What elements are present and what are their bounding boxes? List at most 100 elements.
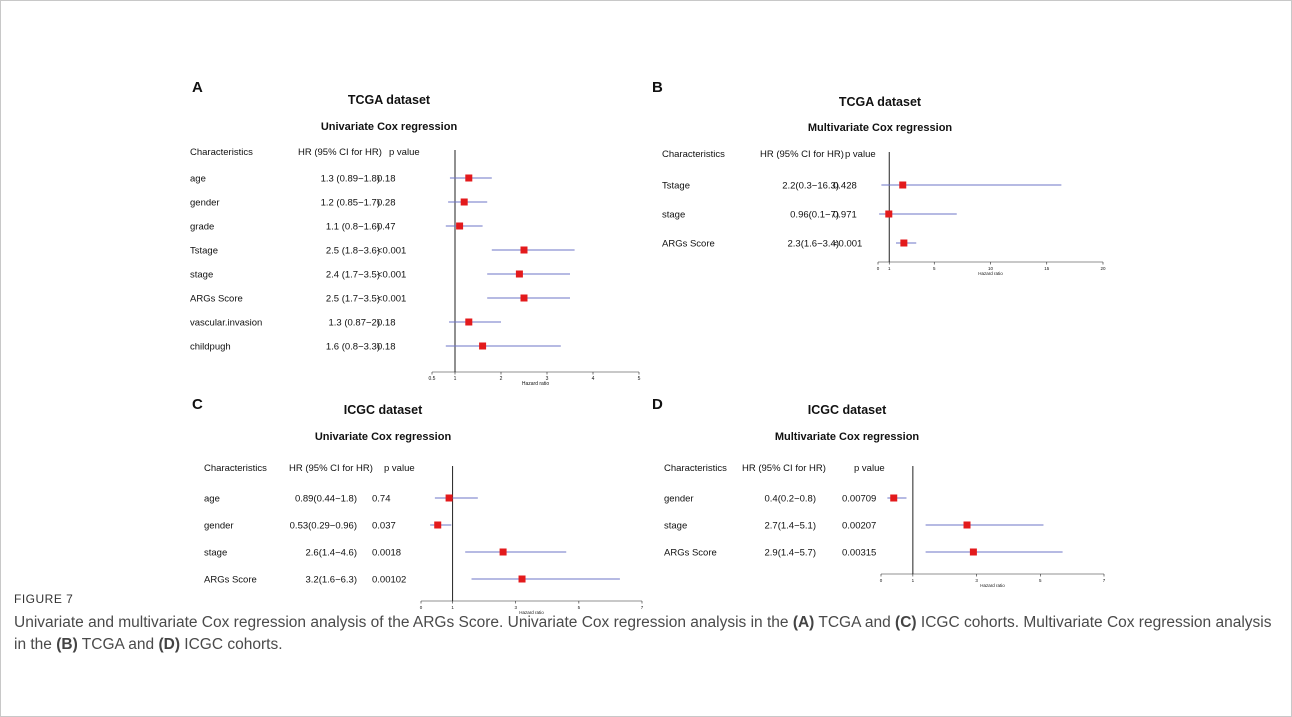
hr-point [499, 548, 507, 556]
panel-letter: B [652, 79, 663, 96]
x-tick-label: 0 [877, 266, 880, 271]
caption-panel-ref: (C) [895, 614, 917, 631]
caption-segment: Univariate and multivariate Cox regressi… [14, 614, 793, 631]
hr-point [479, 342, 487, 350]
x-tick-label: 0 [420, 605, 423, 610]
hr-point [969, 548, 977, 556]
panel-letter: A [192, 79, 203, 96]
row-label: gender [204, 521, 234, 532]
caption-segment: ICGC cohorts. [180, 636, 283, 653]
x-tick-label: 3 [514, 605, 517, 610]
forest-plot-c: C ICGC dataset Univariate Cox regression Ch… [192, 396, 644, 615]
p-value-text: 0.0018 [372, 548, 401, 559]
chart-title: TCGA dataset [348, 93, 431, 107]
x-tick-label: 15 [1044, 266, 1050, 271]
forest-panel-a: A TCGA dataset Univariate Cox regression Ch… [190, 78, 710, 387]
hr-ci-text: 0.4(0.2−0.8) [765, 494, 817, 505]
hr-ci-text: 0.53(0.29−0.96) [290, 521, 357, 532]
row-label: age [190, 174, 206, 185]
p-value-text: 0.28 [377, 198, 396, 209]
row-label: childpugh [190, 342, 231, 353]
column-header: Characteristics [664, 463, 727, 474]
hr-ci-text: 2.5 (1.7−3.5) [326, 294, 380, 305]
chart-title: TCGA dataset [839, 95, 922, 109]
hr-ci-text: 2.9(1.4−5.7) [765, 548, 817, 559]
column-header: Characteristics [662, 149, 725, 160]
hr-point [456, 222, 464, 230]
p-value-text: <0.001 [377, 270, 406, 281]
x-tick-label: 5 [933, 266, 936, 271]
chart-title: ICGC dataset [344, 403, 423, 417]
row-label: gender [664, 494, 694, 505]
hr-point [518, 575, 526, 583]
column-header: p value [384, 463, 415, 474]
column-header: HR (95% CI for HR) [760, 149, 844, 160]
x-tick-label: 3 [975, 578, 978, 583]
x-tick-label: 4 [592, 376, 595, 382]
column-header: p value [845, 149, 876, 160]
caption-panel-ref: (A) [792, 614, 815, 631]
x-tick-label: 20 [1100, 266, 1106, 271]
x-tick-label: 0.5 [429, 376, 436, 382]
x-tick-label: 0 [880, 578, 883, 583]
hr-point [515, 270, 523, 278]
row-label: ARGs Score [204, 575, 257, 586]
x-tick-label: 3 [546, 376, 549, 382]
row-label: stage [662, 210, 685, 221]
x-tick-label: 2 [500, 376, 503, 382]
forest-panel-b: B TCGA dataset Multivariate Cox regression… [652, 79, 1172, 378]
x-tick-label: 5 [578, 605, 581, 610]
row-label: vascular.invasion [190, 318, 262, 329]
column-header: p value [389, 147, 420, 158]
column-header: HR (95% CI for HR) [298, 147, 382, 158]
hr-ci-text: 0.96(0.1−7) [790, 210, 839, 221]
hr-point [520, 294, 528, 302]
hr-ci-text: 2.4 (1.7−3.5) [326, 270, 380, 281]
hr-ci-text: 0.89(0.44−1.8) [295, 494, 357, 505]
x-tick-label: 7 [641, 605, 644, 610]
p-value-text: 0.428 [833, 181, 857, 192]
hr-point [434, 521, 442, 529]
row-label: gender [190, 198, 220, 209]
caption-text: Univariate and multivariate Cox regressi… [14, 612, 1276, 656]
hr-ci-text: 1.3 (0.87−2) [329, 318, 381, 329]
figure-label: FIGURE 7 [14, 592, 74, 606]
hr-ci-text: 2.5 (1.8−3.6) [326, 246, 380, 257]
x-tick-label: 5 [638, 376, 641, 382]
hr-ci-text: 2.3(1.6−3.4) [788, 239, 840, 250]
hr-point [890, 494, 898, 502]
caption-segment: ICGC cohorts. Multivariate Cox regressio… [14, 614, 1272, 653]
p-value-text: 0.00207 [842, 521, 876, 532]
hr-ci-text: 1.3 (0.89−1.8) [321, 174, 380, 185]
row-label: ARGs Score [190, 294, 243, 305]
caption-segment: TCGA and [77, 636, 159, 653]
x-tick-label: 1 [451, 605, 454, 610]
panel-letter: D [652, 396, 663, 413]
chart-subtitle: Univariate Cox regression [315, 431, 452, 443]
p-value-text: 0.18 [377, 174, 396, 185]
p-value-text: 0.74 [372, 494, 391, 505]
row-label: Tstage [662, 181, 690, 192]
x-tick-label: 5 [1039, 578, 1042, 583]
row-label: age [204, 494, 220, 505]
p-value-text: <0.001 [377, 294, 406, 305]
column-header: HR (95% CI for HR) [289, 463, 373, 474]
x-axis-label: Hazard ratio [980, 583, 1005, 588]
hr-ci-text: 2.6(1.4−4.6) [306, 548, 358, 559]
p-value-text: 0.00709 [842, 494, 876, 505]
p-value-text: 0.00102 [372, 575, 406, 586]
hr-point [520, 246, 528, 254]
chart-subtitle: Multivariate Cox regression [808, 122, 953, 134]
p-value-text: 0.18 [377, 318, 396, 329]
row-label: grade [190, 222, 214, 233]
x-tick-label: 1 [912, 578, 915, 583]
p-value-text: 0.47 [377, 222, 396, 233]
x-tick-label: 1 [888, 266, 891, 271]
chart-title: ICGC dataset [808, 403, 887, 417]
row-label: stage [204, 548, 227, 559]
forest-panel-d: D ICGC dataset Multivariate Cox regression… [652, 393, 1172, 683]
hr-point [885, 210, 893, 218]
forest-panel-c: C ICGC dataset Univariate Cox regression Ch… [190, 393, 710, 683]
hr-ci-text: 3.2(1.6−6.3) [306, 575, 358, 586]
caption-panel-ref: (B) [56, 636, 78, 653]
